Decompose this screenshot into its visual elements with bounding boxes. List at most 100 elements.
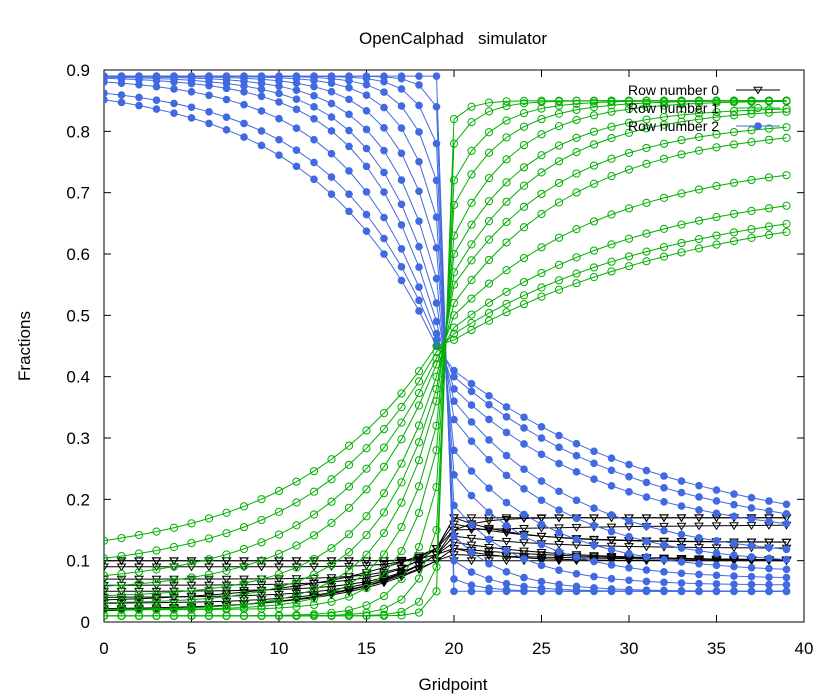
data-point (117, 611, 126, 620)
data-point (501, 538, 512, 546)
data-point (695, 587, 703, 595)
data-point (205, 81, 213, 90)
data-point (695, 493, 703, 501)
data-point (624, 128, 634, 137)
data-point (589, 535, 599, 544)
data-point (730, 562, 738, 571)
chart-title: OpenCalphad simulator (359, 29, 547, 48)
data-point (484, 316, 494, 325)
data-point (712, 486, 721, 494)
data-point (134, 590, 144, 599)
data-point (205, 91, 213, 100)
data-point (432, 176, 441, 185)
data-point (660, 483, 668, 492)
data-point (327, 173, 336, 181)
data-point (659, 112, 669, 122)
data-point (764, 108, 774, 117)
data-point (104, 596, 109, 605)
data-point (536, 549, 547, 557)
x-tick-label: 5 (187, 639, 196, 658)
data-point (520, 573, 528, 582)
data-point (414, 377, 424, 386)
data-point (274, 570, 284, 579)
data-point (502, 308, 511, 317)
data-point (466, 557, 477, 566)
data-point (625, 487, 633, 496)
data-point (625, 549, 633, 558)
data-point (257, 538, 266, 547)
axis-ticks: 0 5 10 15 20 25 30 35 40 0 0.1 0.2 0.3 0.4 0.5 0.6 0.7 0.… (66, 61, 813, 658)
data-point (309, 610, 319, 619)
data-point (712, 112, 721, 122)
data-point (606, 536, 617, 545)
data-point (642, 198, 651, 207)
data-point (135, 101, 143, 110)
data-point (450, 385, 458, 393)
data-point (221, 581, 232, 590)
data-point (362, 568, 371, 577)
data-point (187, 586, 196, 595)
data-point (134, 567, 144, 576)
data-point (204, 602, 214, 612)
data-point (502, 217, 511, 227)
data-point (484, 217, 494, 226)
data-point (309, 585, 319, 594)
data-point (555, 459, 563, 468)
data-point (625, 472, 633, 481)
data-point (116, 596, 127, 604)
data-point (607, 154, 616, 163)
data-point (186, 563, 197, 572)
data-point (117, 581, 126, 590)
data-point (344, 530, 354, 539)
data-point (537, 243, 546, 252)
data-point (116, 557, 127, 566)
data-point (590, 504, 598, 512)
data-point (484, 98, 494, 107)
data-point (502, 178, 511, 187)
data-point (344, 586, 354, 595)
data-point (449, 335, 459, 344)
data-point (450, 556, 458, 565)
data-point (520, 582, 528, 591)
data-point (450, 397, 458, 406)
data-point (467, 418, 476, 426)
data-point (467, 568, 476, 576)
data-point (310, 91, 318, 100)
data-point (677, 544, 686, 552)
data-point (590, 459, 598, 468)
data-point (117, 79, 126, 87)
data-point (152, 82, 161, 91)
data-point (625, 576, 633, 585)
data-point (467, 521, 476, 529)
data-point (449, 114, 459, 124)
data-point (765, 507, 773, 515)
data-point (501, 529, 512, 538)
data-point (782, 565, 791, 574)
data-point (590, 541, 598, 549)
data-point (104, 563, 109, 572)
data-point (554, 541, 564, 549)
data-point (467, 118, 476, 127)
data-point (537, 561, 546, 570)
y-tick-label: 0.6 (66, 245, 90, 264)
data-point (555, 443, 563, 452)
data-point (104, 536, 109, 545)
data-point (257, 604, 266, 613)
series-line (104, 76, 787, 561)
data-point (151, 557, 162, 566)
data-point (380, 103, 388, 112)
data-point (309, 570, 319, 579)
data-point (520, 465, 528, 473)
data-point (344, 580, 354, 589)
data-point (187, 573, 196, 582)
data-point (135, 80, 143, 89)
data-point (519, 300, 529, 309)
data-point (554, 524, 564, 533)
data-point (555, 506, 563, 514)
data-point (572, 514, 581, 523)
data-point (432, 348, 441, 357)
data-point (519, 277, 529, 287)
data-point (327, 87, 336, 96)
data-point (485, 535, 493, 544)
y-tick-label: 0.8 (66, 122, 90, 141)
